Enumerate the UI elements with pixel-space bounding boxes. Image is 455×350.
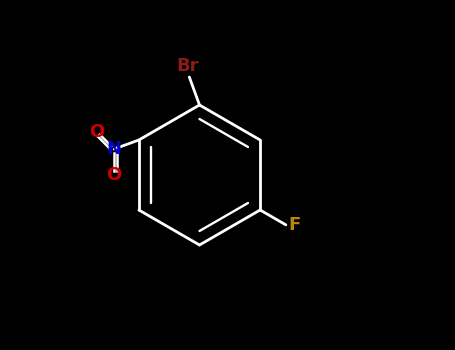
Text: Br: Br [177, 57, 199, 75]
Text: O: O [89, 122, 105, 141]
Text: N: N [107, 140, 121, 158]
Text: O: O [106, 166, 122, 184]
Text: F: F [288, 216, 301, 234]
